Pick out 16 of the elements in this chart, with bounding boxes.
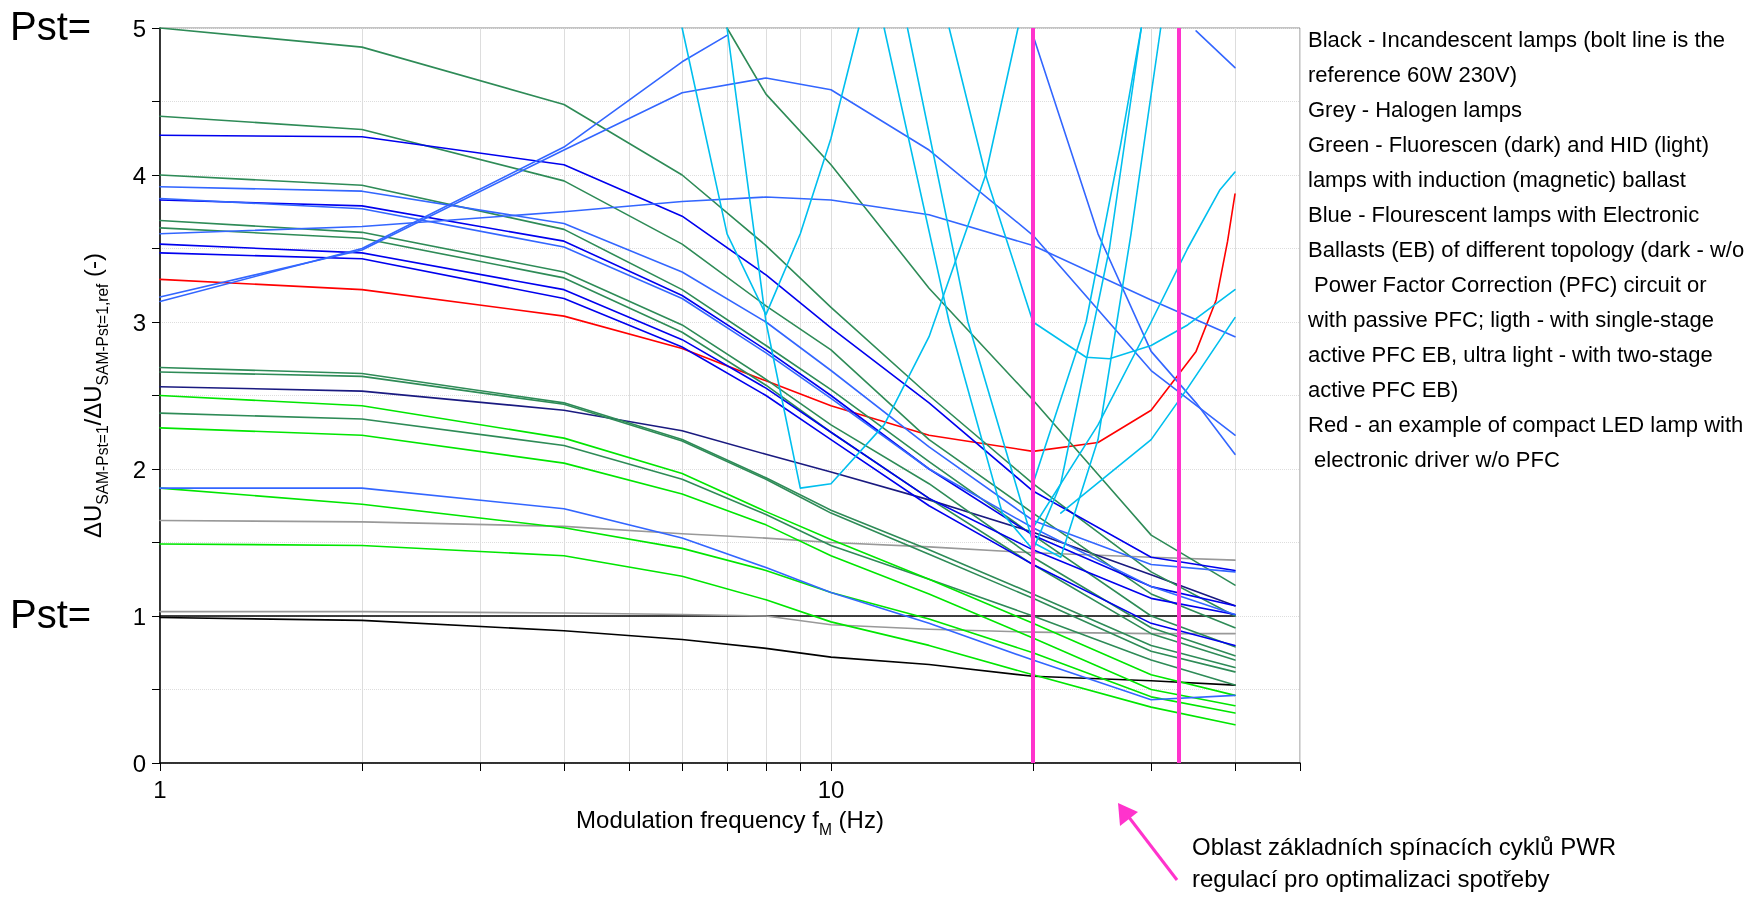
- text: Black - Incandescent lamps (bolt line is the reference 60W 230V): [1308, 27, 1732, 87]
- x-tick-label: 10: [817, 775, 845, 803]
- y-tick-label: 0: [132, 749, 146, 777]
- y-axis-title: ΔUSAM-Pst=1/ΔUSAM-Pst=1,ref (-): [78, 252, 111, 539]
- y-tick-label: 5: [132, 14, 146, 42]
- y-tick-label: 4: [132, 161, 146, 189]
- y-tick-label: 2: [132, 455, 146, 483]
- text: Green - Fluorescen (dark) and HID (light) lamps with induction (magnetic) ballast: [1308, 132, 1716, 192]
- text: Oblast základních spínacích cyklů PWR regulací pro optimalizaci spotřeby: [1192, 832, 1623, 892]
- text: Blue - Flourescent lamps with Electronic Ballasts (EB) of different topology (dark - w/o Power Factor Correction (PFC) circuit or with passive PFC; ligth - with single-stage active PFC EB, ultra light - with two-stage active PFC EB): [1307, 202, 1745, 402]
- y-tick-label: 1: [132, 602, 146, 630]
- text: Pst=: [10, 592, 92, 636]
- y-tick-label: 3: [132, 308, 146, 336]
- text: Pst=: [10, 4, 92, 48]
- text: Grey - Halogen lamps: [1308, 97, 1522, 122]
- text: Red - an example of compact LED lamp with electronic driver w/o PFC: [1308, 412, 1744, 472]
